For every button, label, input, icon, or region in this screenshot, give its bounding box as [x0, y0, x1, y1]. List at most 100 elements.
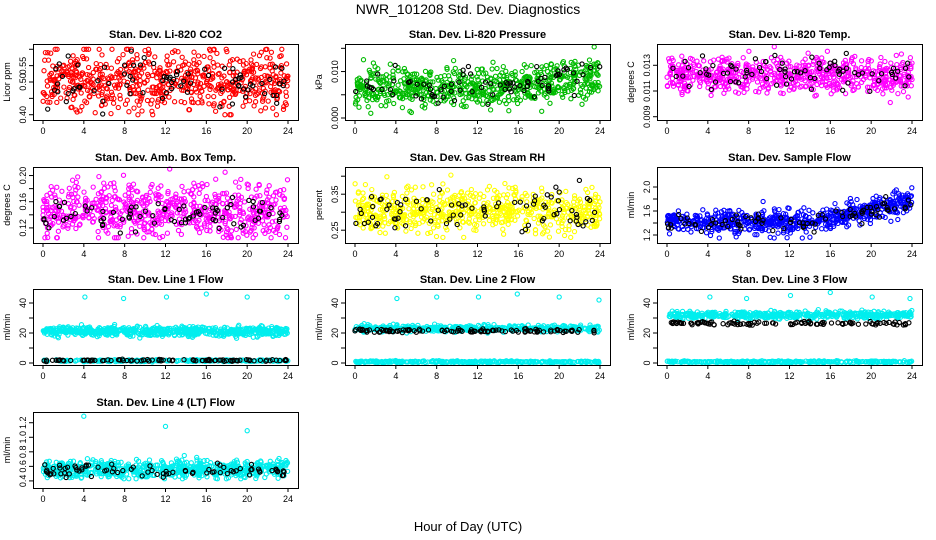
- data-point: [788, 76, 795, 82]
- data-point: [73, 199, 80, 205]
- data-point: [545, 85, 552, 92]
- x-tick-label: 8: [122, 126, 127, 136]
- data-point: [462, 87, 468, 93]
- data-point: [840, 87, 846, 93]
- data-point: [902, 83, 908, 89]
- data-point: [824, 67, 830, 73]
- x-tick-label: 8: [746, 126, 751, 136]
- data-point: [735, 90, 742, 96]
- data-point: [597, 64, 603, 70]
- data-point: [71, 198, 77, 205]
- data-point: [373, 76, 379, 82]
- data-point: [399, 104, 406, 111]
- data-point: [448, 172, 454, 178]
- data-point: [477, 93, 483, 99]
- data-point: [521, 87, 527, 94]
- data-point: [455, 78, 461, 84]
- data-point: [809, 54, 815, 60]
- data-point: [164, 57, 170, 64]
- data-point: [111, 82, 118, 88]
- data-point: [512, 84, 518, 90]
- data-point: [178, 231, 185, 238]
- data-point: [538, 75, 544, 82]
- data-point: [222, 218, 229, 225]
- x-tick-label: 16: [201, 126, 211, 136]
- data-point: [261, 80, 267, 86]
- data-point: [867, 88, 873, 94]
- data-point: [117, 224, 123, 230]
- y-axis-label: kPa: [314, 74, 324, 90]
- data-point: [250, 235, 256, 241]
- data-point: [812, 77, 818, 84]
- data-point: [460, 98, 466, 104]
- data-point: [274, 100, 280, 106]
- data-point: [721, 90, 727, 96]
- data-point: [710, 62, 716, 69]
- data-point: [428, 182, 435, 188]
- data-point: [181, 196, 187, 202]
- data-point: [179, 183, 185, 190]
- data-point: [150, 112, 156, 118]
- data-point: [514, 213, 521, 219]
- data-point: [90, 69, 96, 76]
- data-point: [746, 48, 752, 54]
- data-point: [555, 71, 561, 78]
- data-point: [534, 84, 540, 91]
- data-point: [227, 69, 233, 76]
- data-point: [782, 66, 788, 72]
- data-point: [101, 64, 108, 70]
- data-point: [500, 63, 506, 70]
- data-point: [172, 48, 178, 54]
- data-point: [586, 89, 593, 95]
- data-point: [571, 193, 578, 199]
- y-tick-label: 0.12: [18, 219, 28, 237]
- x-tick-label: 4: [81, 371, 86, 381]
- data-point: [137, 65, 144, 71]
- data-point: [196, 217, 202, 223]
- y-tick-label: 1.6: [642, 205, 652, 218]
- data-point: [579, 101, 585, 107]
- data-point: [706, 72, 712, 78]
- x-tick-label: 16: [825, 126, 835, 136]
- data-point: [470, 80, 476, 87]
- data-point: [680, 66, 687, 72]
- data-point: [270, 105, 276, 111]
- data-point: [467, 81, 474, 87]
- data-point: [54, 99, 60, 106]
- data-point: [42, 235, 48, 241]
- data-point: [272, 64, 279, 70]
- data-point: [283, 61, 290, 67]
- data-point: [232, 91, 239, 98]
- data-point: [267, 65, 273, 71]
- data-point: [83, 46, 89, 52]
- data-point: [525, 78, 531, 85]
- data-point: [438, 87, 444, 93]
- data-point: [248, 69, 255, 75]
- x-tick-label: 0: [352, 126, 357, 136]
- data-point: [241, 199, 248, 205]
- data-point: [377, 79, 383, 86]
- data-point: [164, 69, 170, 76]
- data-points: [40, 46, 291, 118]
- data-point: [49, 91, 55, 98]
- data-point: [783, 81, 790, 87]
- x-tick-label: 12: [784, 126, 794, 136]
- y-tick-label: 0.013: [642, 54, 652, 77]
- data-point: [407, 85, 413, 91]
- data-point: [70, 88, 76, 94]
- data-point: [98, 199, 104, 206]
- data-point: [56, 61, 62, 67]
- data-point: [902, 65, 909, 71]
- data-point: [58, 208, 65, 214]
- data-point: [591, 44, 597, 50]
- data-point: [240, 58, 246, 64]
- plot-frame: [657, 44, 923, 121]
- data-point: [273, 197, 279, 203]
- data-point: [426, 70, 433, 76]
- data-point: [574, 78, 580, 84]
- data-point: [893, 52, 899, 59]
- data-point: [140, 195, 146, 201]
- data-point: [95, 235, 102, 241]
